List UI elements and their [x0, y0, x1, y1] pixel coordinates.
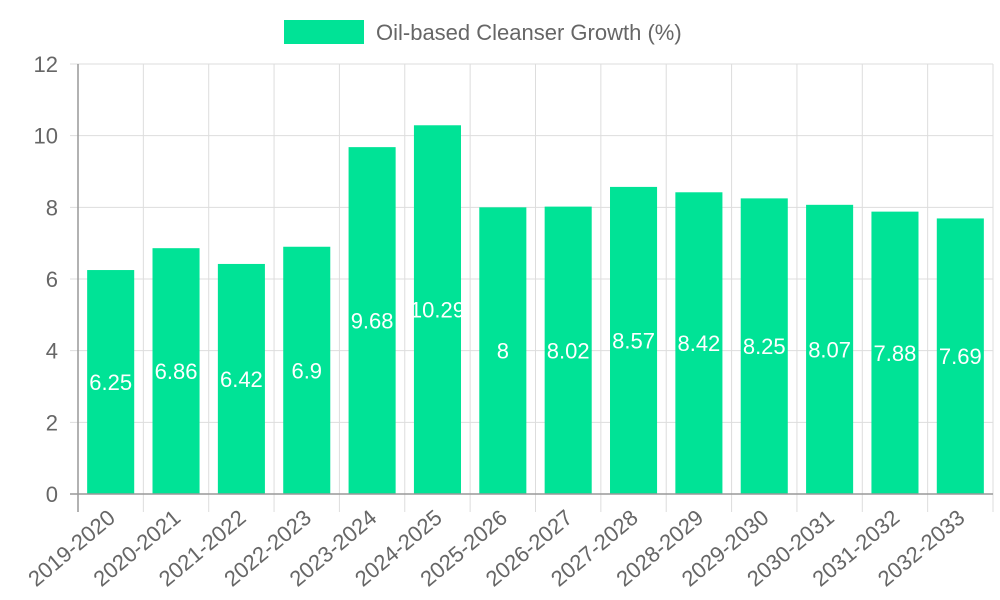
y-tick-label: 2 — [46, 410, 58, 435]
axes — [70, 64, 993, 512]
y-tick-label: 4 — [46, 339, 58, 364]
bar[interactable] — [479, 207, 527, 495]
bar-value-label: 6.25 — [89, 370, 132, 395]
y-tick-label: 10 — [34, 124, 58, 149]
bar-value-label: 8.25 — [743, 334, 786, 359]
y-tick-label: 12 — [34, 52, 58, 77]
bars: 6.25 6.86 6.42 6.9 9.68 10.29 8 8.02 8.57 8.42 8.2… — [87, 125, 984, 495]
grid-lines — [70, 63, 994, 512]
bar-value-label: 6.86 — [155, 359, 198, 384]
bar[interactable] — [610, 186, 658, 495]
bar-value-label: 9.68 — [351, 309, 394, 334]
y-tick-label: 8 — [46, 195, 58, 220]
bar[interactable] — [675, 192, 723, 495]
bar-value-label: 8.07 — [808, 337, 851, 362]
bar[interactable] — [413, 125, 461, 495]
x-axis-ticks: 2019-20202020-20212021-20222022-20232023… — [23, 505, 969, 592]
bar[interactable] — [87, 270, 135, 494]
bar-value-label: 6.9 — [291, 358, 322, 383]
legend-label: Oil-based Cleanser Growth (%) — [376, 20, 682, 45]
bar[interactable] — [740, 198, 788, 494]
bar[interactable] — [283, 246, 331, 494]
bar[interactable] — [217, 263, 265, 494]
y-tick-label: 0 — [46, 482, 58, 507]
bar[interactable] — [871, 211, 919, 494]
legend[interactable]: Oil-based Cleanser Growth (%) — [284, 20, 682, 45]
bar[interactable] — [348, 147, 396, 494]
bar[interactable] — [806, 204, 854, 494]
legend-swatch — [284, 20, 364, 44]
bar-value-label: 6.42 — [220, 367, 263, 392]
bar-value-label: 8.57 — [612, 328, 655, 353]
bar-value-label: 7.88 — [874, 341, 917, 366]
bar-value-label: 8 — [497, 339, 509, 364]
bar-value-label: 8.42 — [677, 331, 720, 356]
bar-value-label: 7.69 — [939, 344, 982, 369]
bar-value-label: 8.02 — [547, 338, 590, 363]
bar[interactable] — [544, 206, 592, 494]
y-axis-ticks: 0 2 4 6 8 10 12 — [34, 52, 58, 507]
bar[interactable] — [936, 218, 984, 495]
y-tick-label: 6 — [46, 267, 58, 292]
bar[interactable] — [152, 248, 200, 494]
bar-value-label: 10.29 — [410, 298, 465, 323]
